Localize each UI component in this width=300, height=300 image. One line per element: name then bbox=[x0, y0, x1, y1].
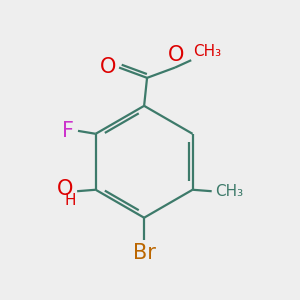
Text: F: F bbox=[61, 121, 74, 141]
Text: CH₃: CH₃ bbox=[214, 184, 243, 199]
Text: O: O bbox=[57, 179, 74, 199]
Text: Br: Br bbox=[133, 243, 155, 263]
Text: H: H bbox=[65, 193, 76, 208]
Text: O: O bbox=[100, 57, 117, 77]
Text: CH₃: CH₃ bbox=[193, 44, 221, 59]
Text: O: O bbox=[167, 45, 184, 65]
